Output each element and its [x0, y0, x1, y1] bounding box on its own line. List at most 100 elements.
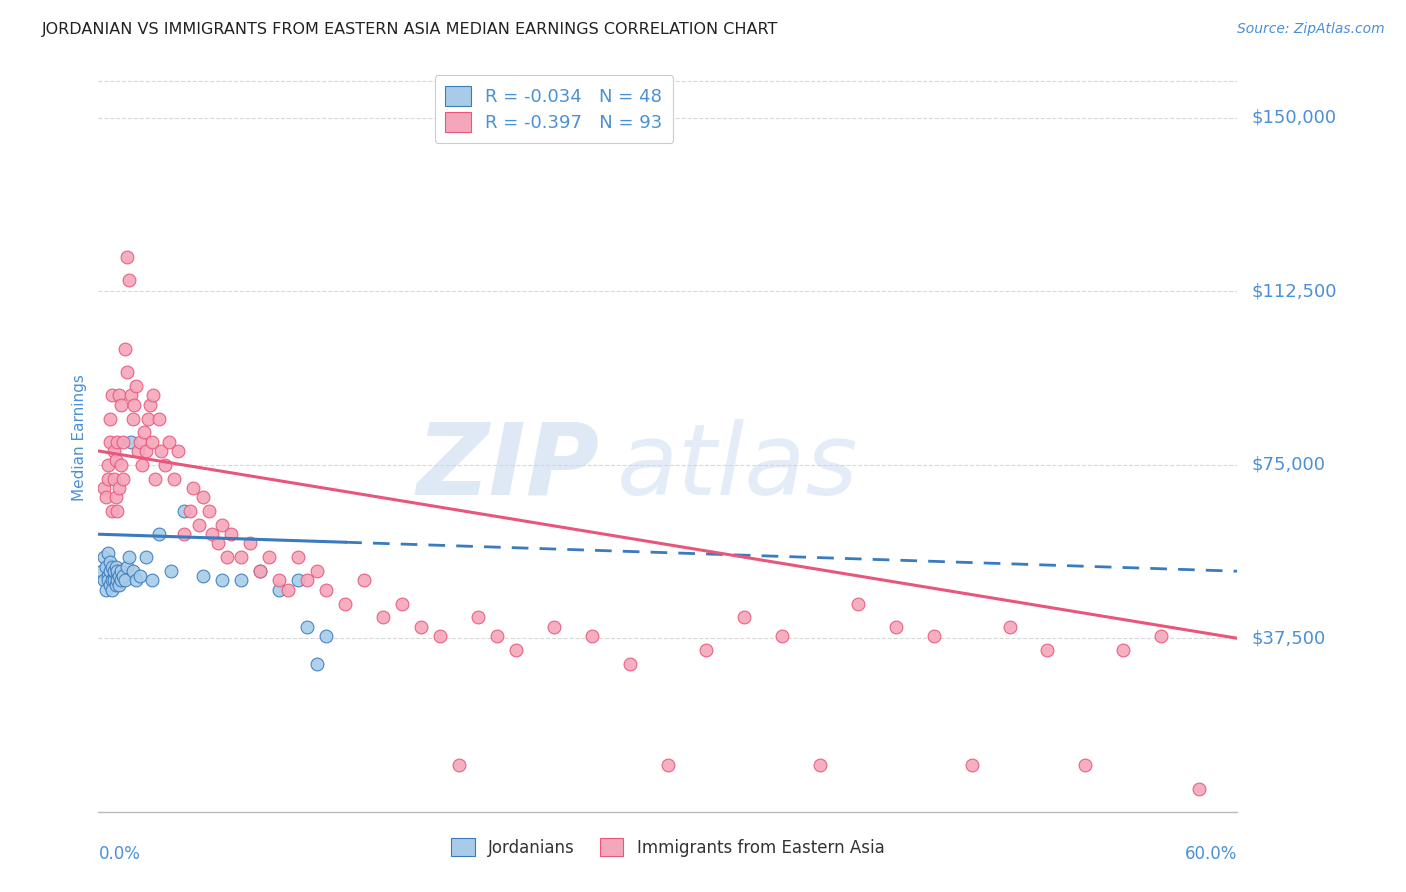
Point: [505, 643, 527, 657]
Point: [619, 657, 641, 671]
Point: [115, 365, 138, 379]
Point: [249, 564, 271, 578]
Point: [107, 434, 129, 449]
Point: [107, 504, 129, 518]
Text: $75,000: $75,000: [1251, 456, 1326, 474]
Point: [191, 569, 214, 583]
Point: [141, 434, 163, 449]
Point: [129, 569, 152, 583]
Point: [287, 550, 309, 565]
Point: [107, 574, 129, 588]
Point: [104, 578, 127, 592]
Point: [429, 629, 451, 643]
Point: [335, 597, 357, 611]
Point: [142, 388, 165, 402]
Point: [103, 569, 125, 583]
Text: ZIP: ZIP: [416, 418, 599, 516]
Point: [305, 564, 328, 578]
Point: [305, 657, 328, 671]
Point: [391, 597, 413, 611]
Point: [277, 582, 299, 597]
Point: [112, 569, 135, 583]
Point: [98, 555, 121, 569]
Point: [922, 629, 945, 643]
Point: [371, 610, 394, 624]
Point: [191, 490, 214, 504]
Point: [150, 444, 173, 458]
Point: [229, 550, 252, 565]
Legend: Jordanians, Immigrants from Eastern Asia: Jordanians, Immigrants from Eastern Asia: [444, 831, 891, 863]
Point: [1150, 629, 1173, 643]
Point: [217, 550, 239, 565]
Point: [449, 758, 471, 772]
Point: [287, 574, 309, 588]
Point: [543, 620, 565, 634]
Point: [104, 559, 127, 574]
Point: [112, 434, 135, 449]
Point: [467, 610, 489, 624]
Point: [249, 564, 271, 578]
Point: [110, 458, 132, 472]
Point: [104, 453, 127, 467]
Point: [103, 564, 125, 578]
Point: [91, 564, 114, 578]
Point: [148, 527, 170, 541]
Text: 60.0%: 60.0%: [1185, 846, 1237, 863]
Point: [98, 564, 121, 578]
Point: [108, 569, 131, 583]
Point: [107, 569, 129, 583]
Point: [173, 504, 195, 518]
Point: [135, 550, 157, 565]
Point: [98, 411, 121, 425]
Point: [179, 504, 201, 518]
Point: [136, 411, 159, 425]
Point: [108, 481, 131, 495]
Point: [98, 578, 121, 592]
Point: [229, 574, 252, 588]
Point: [267, 582, 290, 597]
Point: [221, 527, 243, 541]
Point: [1074, 758, 1097, 772]
Point: [733, 610, 755, 624]
Point: [159, 564, 181, 578]
Point: [1036, 643, 1059, 657]
Point: [121, 411, 143, 425]
Point: [188, 518, 211, 533]
Point: [114, 574, 136, 588]
Point: [211, 518, 233, 533]
Point: [100, 574, 122, 588]
Point: [124, 398, 146, 412]
Point: [411, 620, 433, 634]
Point: [103, 574, 125, 588]
Point: [173, 527, 195, 541]
Point: [808, 758, 831, 772]
Text: $112,500: $112,500: [1251, 283, 1337, 301]
Point: [97, 569, 120, 583]
Point: [846, 597, 869, 611]
Point: [239, 536, 262, 550]
Text: Source: ZipAtlas.com: Source: ZipAtlas.com: [1237, 22, 1385, 37]
Point: [770, 629, 793, 643]
Point: [486, 629, 509, 643]
Point: [135, 444, 157, 458]
Point: [120, 388, 142, 402]
Point: [315, 582, 337, 597]
Point: [695, 643, 717, 657]
Point: [112, 472, 135, 486]
Point: [131, 458, 153, 472]
Point: [267, 574, 290, 588]
Point: [129, 434, 152, 449]
Point: [93, 550, 115, 565]
Point: [315, 629, 337, 643]
Point: [97, 546, 120, 560]
Point: [1112, 643, 1135, 657]
Point: [100, 504, 122, 518]
Point: [115, 250, 138, 264]
Point: [103, 444, 125, 458]
Point: [657, 758, 679, 772]
Point: [153, 458, 176, 472]
Point: [148, 411, 170, 425]
Point: [121, 564, 143, 578]
Point: [108, 578, 131, 592]
Point: [297, 574, 319, 588]
